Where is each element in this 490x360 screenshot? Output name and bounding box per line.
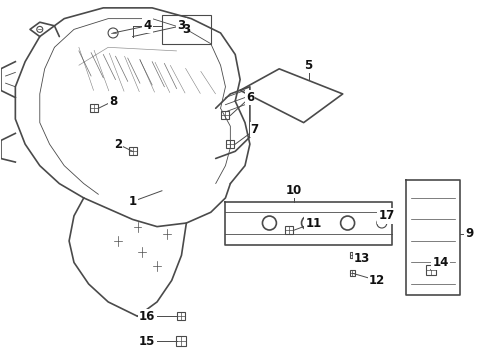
Text: 14: 14	[432, 256, 449, 269]
Text: 13: 13	[354, 252, 370, 265]
Text: 4: 4	[143, 19, 151, 32]
Bar	[162, 15, 211, 44]
Bar	[221, 112, 229, 120]
Bar	[226, 140, 234, 148]
Text: 15: 15	[139, 335, 155, 348]
Text: 10: 10	[286, 184, 302, 197]
Text: 8: 8	[109, 95, 117, 108]
Text: 1: 1	[128, 195, 137, 208]
Text: 16: 16	[139, 310, 155, 323]
Bar	[349, 270, 355, 276]
Text: 17: 17	[379, 210, 395, 222]
Text: 2: 2	[114, 138, 122, 150]
Bar	[177, 312, 186, 320]
Text: 3: 3	[182, 23, 191, 36]
Text: 11: 11	[305, 216, 321, 230]
Text: 3: 3	[177, 19, 186, 32]
Bar	[129, 147, 137, 155]
Text: 12: 12	[369, 274, 385, 287]
Bar	[90, 104, 98, 112]
Bar	[285, 226, 293, 234]
Text: 6: 6	[246, 91, 254, 104]
Bar	[426, 265, 436, 275]
Text: 9: 9	[466, 227, 474, 240]
Bar	[349, 252, 355, 258]
Bar	[176, 336, 187, 346]
Text: 7: 7	[251, 123, 259, 136]
Text: 5: 5	[304, 59, 313, 72]
